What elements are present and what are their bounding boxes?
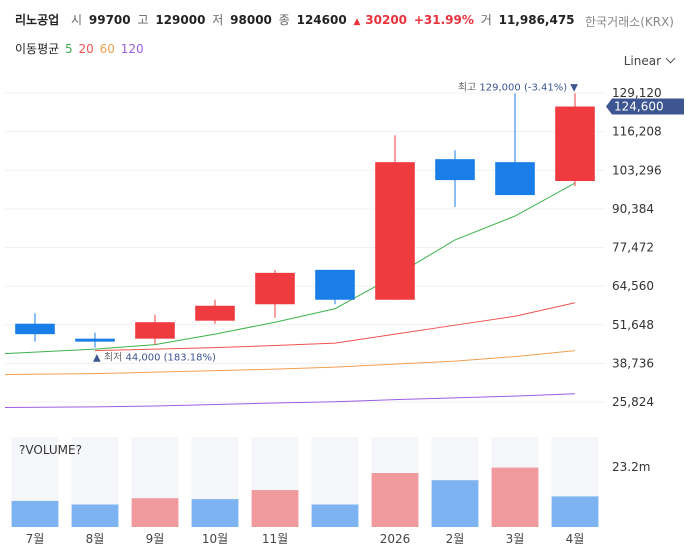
close-value: 124600 <box>296 13 347 27</box>
candle-body <box>135 322 175 339</box>
ma-legend-5: 5 <box>65 42 73 56</box>
candle-body <box>375 162 415 300</box>
x-tick-label: 2026 <box>380 532 411 546</box>
x-tick-label: 8월 <box>86 532 105 546</box>
scale-dropdown-label: Linear <box>623 54 661 68</box>
ma-legend-120: 120 <box>120 42 144 56</box>
open-label: 시 <box>71 13 83 27</box>
y-tick-label: 129,120 <box>612 86 662 100</box>
x-tick-label: 7월 <box>26 532 45 546</box>
scale-dropdown[interactable]: Linear <box>623 53 676 68</box>
ma-legend-label: 이동평균 <box>15 42 60 56</box>
volume-bar <box>131 498 179 527</box>
change-up-icon: ▲ <box>353 17 361 27</box>
y-tick-label: 103,296 <box>612 163 662 177</box>
x-tick-label: 10월 <box>202 532 228 546</box>
change-value: 30200 <box>365 13 408 27</box>
volume-panel-label: ?VOLUME? <box>19 443 82 457</box>
candle-body <box>75 338 115 342</box>
y-tick-label: 77,472 <box>612 241 654 255</box>
volume-label: 거 <box>480 13 492 27</box>
close-label: 종 <box>278 13 290 27</box>
x-tick-label: 3월 <box>506 532 525 546</box>
x-tick-label: 4월 <box>566 532 585 546</box>
ma20-line <box>94 302 576 352</box>
x-tick-label: 2월 <box>446 532 465 546</box>
volume-bar <box>551 496 599 527</box>
last-price-badge <box>606 98 684 115</box>
ma-legend-20: 20 <box>78 42 94 56</box>
volume-value: 11,986,475 <box>498 13 575 27</box>
ma5-line <box>4 182 576 355</box>
high-value: 129000 <box>155 13 206 27</box>
price-header: 리노공업 시 99700 고 129000 저 98000 종 124600 ▲… <box>15 11 578 28</box>
candle-body <box>315 269 355 300</box>
last-price-label: 124,600 <box>614 100 664 114</box>
max-annotation: 최고 129,000 (-3.41%) ▼ <box>458 81 578 93</box>
min-annotation: ▲ 최저 44,000 (183.18%) <box>93 352 216 364</box>
volume-bar <box>371 473 419 527</box>
low-value: 98000 <box>230 13 272 27</box>
ma120-line <box>4 393 576 408</box>
candle-body <box>495 162 535 196</box>
x-tick-label: 9월 <box>146 532 165 546</box>
ma-legend: 이동평균 5 20 60 120 <box>15 40 146 57</box>
change-percent: +31.99% <box>413 13 474 27</box>
volume-bar <box>11 500 59 527</box>
open-value: 99700 <box>88 13 131 27</box>
volume-bar <box>191 499 239 527</box>
candle-body <box>555 106 595 182</box>
volume-bar <box>431 480 479 527</box>
exchange-label: 한국거래소(KRX) <box>585 15 674 29</box>
y-tick-label: 51,648 <box>612 318 654 332</box>
y-tick-label: 64,560 <box>612 279 654 293</box>
y-tick-label: 25,824 <box>612 395 654 409</box>
volume-bar <box>251 490 299 527</box>
stock-name: 리노공업 <box>15 13 60 27</box>
candle-body <box>435 159 475 181</box>
volume-bar <box>491 467 539 527</box>
volume-bar <box>71 504 119 527</box>
x-tick-label: 11월 <box>262 532 288 546</box>
high-label: 고 <box>137 13 149 27</box>
ma-legend-60: 60 <box>99 42 115 56</box>
y-tick-label: 90,384 <box>612 202 654 216</box>
candle-body <box>15 323 55 335</box>
ma60-line <box>4 350 576 376</box>
low-label: 저 <box>212 13 224 27</box>
candle-body <box>195 305 235 321</box>
candle-body <box>255 272 295 305</box>
volume-tick-label: 23.2m <box>612 460 650 474</box>
volume-bar <box>311 504 359 527</box>
y-tick-label: 116,208 <box>612 125 662 139</box>
y-tick-label: 38,736 <box>612 356 654 370</box>
